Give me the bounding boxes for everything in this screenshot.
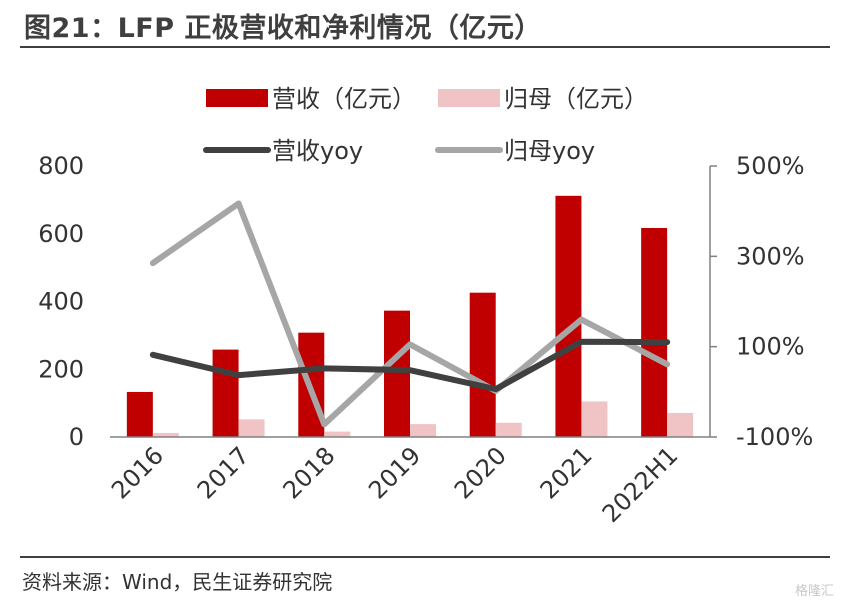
x-axis-tick-label: 2020: [449, 441, 512, 504]
right-axis-tick-label: 100%: [736, 333, 805, 361]
bar-revenue: [641, 227, 668, 437]
bar-net-profit: [410, 424, 436, 437]
x-axis-tick-label: 2022H1: [597, 441, 684, 528]
bar-series-group: [126, 195, 694, 437]
legend-net-profit-label: 归母（亿元）: [504, 85, 648, 113]
left-axis-tick-label: 800: [38, 152, 84, 180]
x-axis: 2016 2017 2018 2019 2020 2021 2022H1: [106, 436, 710, 528]
legend-revenue-label: 营收（亿元）: [272, 85, 416, 113]
right-axis-tick-label: 500%: [736, 152, 805, 180]
bar-net-profit: [581, 401, 608, 437]
source-note: 资料来源：Wind，民生证券研究院: [22, 570, 333, 594]
line-net-profit-yoy: [149, 200, 671, 428]
bar-net-profit: [324, 431, 351, 437]
x-axis-tick-label: 2016: [106, 441, 169, 504]
legend-net-profit-swatch: [438, 89, 500, 107]
legend: 营收（亿元） 归母（亿元） 营收yoy 归母yoy: [203, 85, 648, 165]
bar-revenue: [212, 349, 239, 437]
bar-revenue: [555, 195, 582, 437]
right-axis-tick-label: -100%: [736, 423, 813, 451]
x-axis-tick-label: 2018: [278, 441, 341, 504]
x-axis-tick-label: 2021: [535, 441, 598, 504]
line-series-group: [149, 200, 671, 428]
footer-rule: [20, 556, 830, 558]
chart-title: 图21：LFP 正极营收和净利情况（亿元）: [24, 13, 542, 44]
bar-revenue: [469, 292, 496, 437]
bar-revenue: [126, 391, 153, 437]
right-y-axis: -100% 100% 300% 500%: [709, 152, 813, 451]
bar-net-profit: [238, 419, 265, 437]
bar-revenue: [384, 310, 410, 437]
legend-net-profit-yoy-label: 归母yoy: [504, 137, 595, 165]
left-y-axis: 0 200 400 600 800: [38, 152, 84, 451]
left-axis-tick-label: 200: [38, 355, 84, 383]
bar-net-profit: [152, 432, 179, 437]
line-revenue-yoy: [149, 338, 671, 393]
right-axis-tick-label: 300%: [736, 242, 805, 270]
legend-revenue-swatch: [206, 89, 268, 107]
x-axis-tick-label: 2017: [192, 441, 255, 504]
watermark: 格隆汇: [794, 584, 834, 599]
left-axis-tick-label: 0: [69, 423, 84, 451]
bar-net-profit: [495, 422, 522, 437]
bar-net-profit: [667, 412, 694, 437]
x-axis-tick-label: 2019: [363, 441, 426, 504]
legend-revenue-yoy-label: 营收yoy: [272, 137, 363, 165]
title-rule: [20, 46, 830, 48]
left-axis-tick-label: 400: [38, 288, 84, 316]
left-axis-tick-label: 600: [38, 220, 84, 248]
